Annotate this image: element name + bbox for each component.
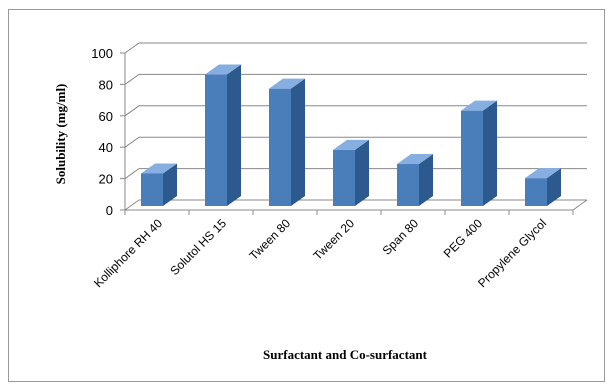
bar-chart: 0 20 40 60 80 100 Kolliphore RH 40 Solutol HS … <box>53 42 588 362</box>
bar <box>397 154 433 206</box>
x-category-label: Solutol HS 15 <box>167 216 229 278</box>
x-category-label: Span 80 <box>380 216 422 258</box>
bar-side <box>547 168 561 206</box>
bar-front <box>205 74 227 206</box>
y-tick-label: 60 <box>99 109 113 124</box>
bar-top <box>205 64 241 75</box>
bar <box>333 139 369 206</box>
x-axis-labels: Kolliphore RH 40 Solutol HS 15 Tween 80 Twe… <box>91 210 574 290</box>
bar-side <box>355 139 369 206</box>
bar-top <box>397 154 433 165</box>
bar <box>205 64 241 206</box>
bar-top <box>269 78 305 89</box>
bar-side <box>163 163 177 206</box>
y-tick-label: 80 <box>99 77 113 92</box>
y-tick-label: 20 <box>99 172 113 187</box>
gridline <box>124 105 587 117</box>
bar <box>525 168 561 206</box>
gridline <box>124 73 587 85</box>
bar <box>269 78 305 206</box>
bar-side <box>483 100 497 206</box>
bars <box>141 64 561 206</box>
x-category-label: Kolliphore RH 40 <box>91 216 165 290</box>
x-category-label: Propylene Glycol <box>475 216 549 290</box>
bar <box>141 163 177 206</box>
x-axis-title: Surfactant and Co-surfactant <box>263 347 428 362</box>
y-tick-label: 0 <box>106 203 113 218</box>
bar-front <box>525 178 547 206</box>
bar-front <box>461 110 483 206</box>
x-category-label: Tween 80 <box>246 216 293 263</box>
bar-top <box>141 163 177 174</box>
floor-left-edge <box>124 199 140 211</box>
bar-side <box>291 78 305 206</box>
bar-side <box>227 64 241 206</box>
bar-front <box>141 173 163 206</box>
bar-front <box>269 88 291 206</box>
bar-front <box>397 164 419 206</box>
gridline <box>124 168 587 180</box>
y-axis-ticks: 0 20 40 60 80 100 <box>91 46 125 218</box>
bar <box>461 100 497 206</box>
y-tick-label: 40 <box>99 140 113 155</box>
bar-top <box>525 168 561 179</box>
chart-frame: 0 20 40 60 80 100 Kolliphore RH 40 Solutol HS … <box>8 9 605 382</box>
x-category-label: Tween 20 <box>310 216 357 263</box>
y-tick-label: 100 <box>91 46 113 61</box>
x-category-label: PEG 400 <box>441 216 486 261</box>
bar-side <box>419 154 433 206</box>
bar-front <box>333 149 355 206</box>
bar-top <box>333 139 369 150</box>
gridline <box>124 136 587 148</box>
y-axis-title: Solubility (mg/ml) <box>53 84 68 185</box>
floor-right-edge <box>572 199 588 211</box>
bar-top <box>461 100 497 111</box>
gridline <box>124 42 587 54</box>
